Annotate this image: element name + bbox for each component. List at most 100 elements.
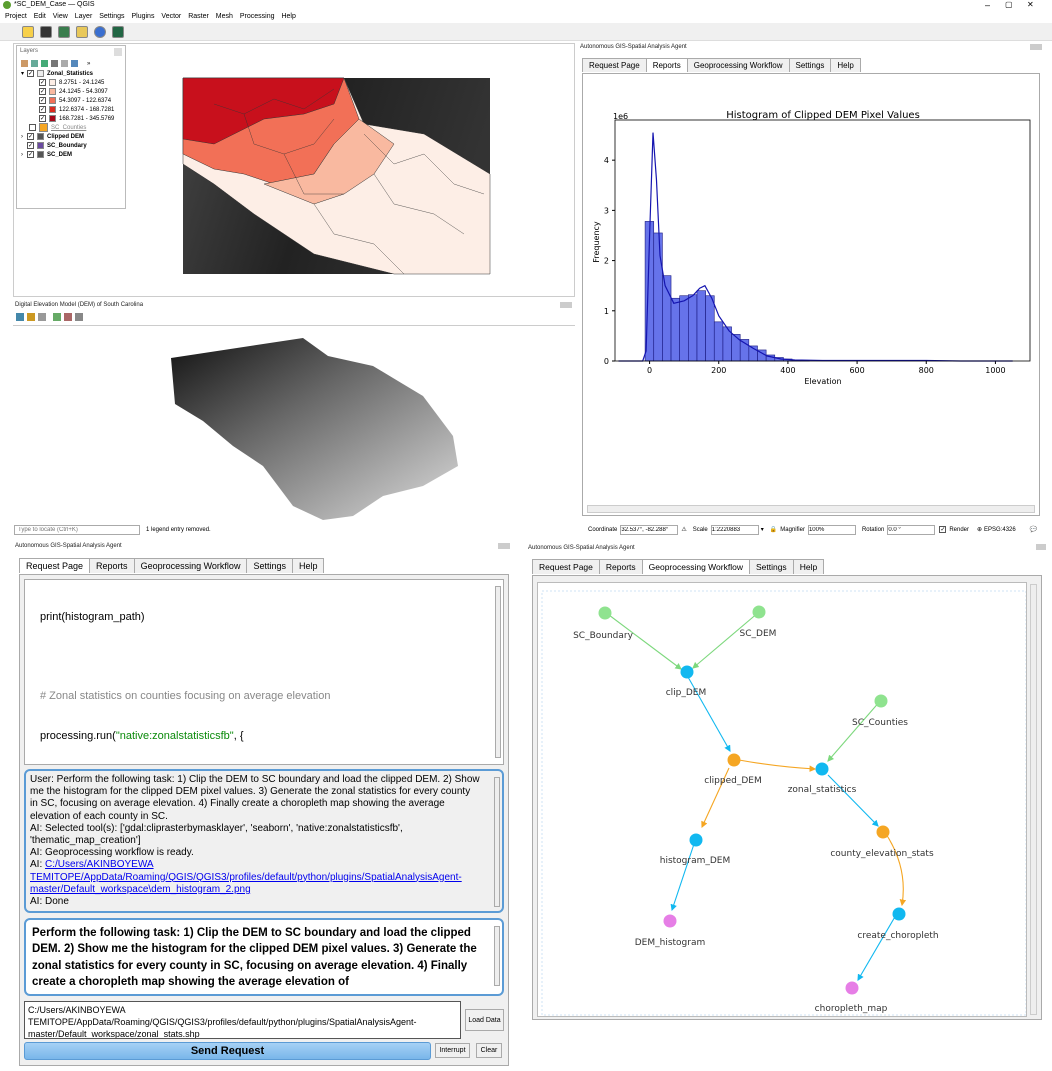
send-request-button[interactable]: Send Request (24, 1042, 431, 1060)
zoom-layer-icon[interactable] (27, 313, 35, 321)
visibility-eye-icon[interactable] (41, 60, 48, 67)
menu-vector[interactable]: Vector (161, 13, 182, 20)
refresh-icon[interactable] (93, 26, 106, 38)
menu-mesh[interactable]: Mesh (215, 13, 233, 20)
identify-icon[interactable] (64, 313, 72, 321)
scale-input[interactable] (710, 524, 759, 535)
magnifier-input[interactable] (807, 524, 856, 535)
tab-geoprocessing-workflow[interactable]: Geoprocessing Workflow (686, 58, 790, 72)
layer-zonal-statistics[interactable]: ▾ ✓ Zonal_Statistics (21, 70, 94, 77)
tab-help[interactable]: Help (830, 58, 861, 72)
filter-icon[interactable] (51, 60, 58, 67)
messages-icon[interactable]: 💬 (1029, 527, 1038, 533)
expand-more-icon[interactable]: » (87, 60, 91, 67)
add-group-icon[interactable] (31, 60, 38, 67)
edit-pencil-icon[interactable] (75, 26, 88, 38)
layer-checkbox[interactable]: ✓ (27, 133, 34, 140)
remove-layer-icon[interactable] (71, 60, 78, 67)
tab-help[interactable]: Help (291, 558, 325, 573)
crs-globe-icon[interactable]: ⊕ (977, 527, 983, 533)
crs-label[interactable]: EPSG:4326 (984, 526, 1016, 533)
menu-plugins[interactable]: Plugins (131, 13, 155, 20)
interrupt-button[interactable]: Interrupt (435, 1043, 470, 1058)
legend-class-5[interactable]: ✓ 168.7281 - 345.5769 (21, 114, 125, 123)
menu-edit[interactable]: Edit (33, 13, 46, 20)
agent-bottom-panel-controls-icon[interactable] (498, 543, 510, 549)
maximize-button[interactable]: ▢ (1005, 0, 1013, 9)
load-data-button[interactable]: Load Data (465, 1009, 504, 1031)
menu-processing[interactable]: Processing (239, 13, 275, 20)
request-input[interactable]: Perform the following task: 1) Clip the … (24, 918, 504, 996)
menu-view[interactable]: View (52, 13, 68, 20)
agent-right-panel-controls-icon[interactable] (1036, 544, 1046, 550)
python-console-icon[interactable] (22, 26, 34, 38)
layer-clipped-dem[interactable]: › ✓ Clipped DEM (21, 133, 84, 140)
close-button[interactable]: ✕ (1027, 0, 1034, 9)
zoom-full-icon[interactable] (16, 313, 24, 321)
render-checkbox[interactable]: ✓ (939, 526, 947, 533)
tab-settings[interactable]: Settings (788, 58, 832, 72)
tab-reports[interactable]: Reports (645, 58, 688, 72)
layer-sc-dem[interactable]: › ✓ SC_DEM (21, 151, 73, 158)
tab-request-page[interactable]: Request Page (582, 58, 647, 72)
legend-class-3[interactable]: ✓ 54.3097 - 122.6374 (21, 96, 125, 105)
chat-scrollbar[interactable] (494, 777, 500, 907)
tab-reports[interactable]: Reports (89, 558, 135, 573)
chat-history[interactable]: User: Perform the following task: 1) Cli… (24, 769, 504, 913)
settings-gear-icon[interactable] (39, 26, 52, 38)
menu-raster[interactable]: Raster (188, 13, 209, 20)
layer-sc-counties[interactable]: SC_Counties (21, 123, 125, 132)
menu-help[interactable]: Help (281, 13, 296, 20)
histogram-file-link[interactable]: C:/Users/AKINBOYEWA TEMITOPE/AppData/Roa… (30, 859, 462, 895)
agent-top-panel-controls-icon[interactable] (1030, 44, 1042, 50)
tab-help[interactable]: Help (792, 559, 825, 574)
tab-request-page[interactable]: Request Page (532, 559, 600, 574)
request-scrollbar[interactable] (494, 926, 500, 986)
dem-map-canvas[interactable] (13, 325, 575, 521)
legend-class-2[interactable]: ✓ 24.1245 - 54.3097 (21, 87, 125, 96)
locate-search-input[interactable] (14, 524, 140, 535)
render-error-icon[interactable]: ⚠ (681, 527, 687, 533)
minimize-button[interactable]: – (985, 0, 991, 10)
horizontal-scrollbar[interactable] (587, 505, 1035, 513)
tab-settings[interactable]: Settings (246, 558, 293, 573)
pan-icon[interactable] (53, 313, 61, 321)
class-checkbox[interactable]: ✓ (39, 97, 46, 104)
workflow-scrollbar[interactable] (1030, 584, 1037, 1015)
menu-layer[interactable]: Layer (74, 13, 93, 20)
tab-geoprocessing-workflow[interactable]: Geoprocessing Workflow (133, 558, 248, 573)
legend-class-4[interactable]: ✓ 122.6374 - 168.7281 (21, 105, 125, 114)
tab-settings[interactable]: Settings (748, 559, 794, 574)
zoom-selection-icon[interactable] (38, 313, 46, 321)
style-layer-icon[interactable] (21, 60, 28, 67)
legend-class-1[interactable]: ✓ 8.2751 - 24.1245 (21, 78, 125, 87)
dem-panel-controls-icon[interactable] (560, 302, 572, 308)
rotation-input[interactable] (887, 524, 936, 535)
map-settings-icon[interactable] (75, 313, 83, 321)
menu-settings[interactable]: Settings (99, 13, 125, 20)
clear-button[interactable]: Clear (476, 1043, 502, 1058)
lock-icon[interactable]: 🔒 (769, 527, 778, 533)
tab-request-page[interactable]: Request Page (19, 558, 91, 573)
filter-expression-icon[interactable] (61, 60, 68, 67)
layers-close-icon[interactable] (114, 48, 122, 56)
workflow-graph-view[interactable]: SC_Boundary SC_DEM clip_DEM SC_Counties … (537, 582, 1027, 1017)
agent-plugin-icon[interactable] (111, 26, 124, 38)
map-view-icon[interactable] (57, 26, 70, 38)
class-checkbox[interactable]: ✓ (39, 88, 46, 95)
layer-checkbox[interactable]: ✓ (27, 151, 34, 158)
tab-reports[interactable]: Reports (598, 559, 643, 574)
class-checkbox[interactable]: ✓ (39, 79, 46, 86)
class-checkbox[interactable]: ✓ (39, 106, 46, 113)
layer-checkbox[interactable]: ✓ (27, 70, 34, 77)
menu-project[interactable]: Project (5, 13, 27, 20)
layer-sc-boundary[interactable]: ✓ SC_Boundary (21, 141, 125, 150)
data-path-input[interactable]: C:/Users/AKINBOYEWA TEMITOPE/AppData/Roa… (24, 1001, 461, 1039)
layer-checkbox[interactable]: ✓ (27, 142, 34, 149)
main-map-canvas[interactable] (13, 43, 575, 297)
scale-dropdown-icon[interactable]: ▾ (760, 527, 764, 533)
coordinate-input[interactable] (620, 524, 679, 535)
code-editor[interactable]: print(histogram_path) # Zonal statistics… (24, 579, 504, 765)
code-scrollbar[interactable] (495, 586, 501, 758)
layer-checkbox[interactable] (29, 124, 36, 131)
